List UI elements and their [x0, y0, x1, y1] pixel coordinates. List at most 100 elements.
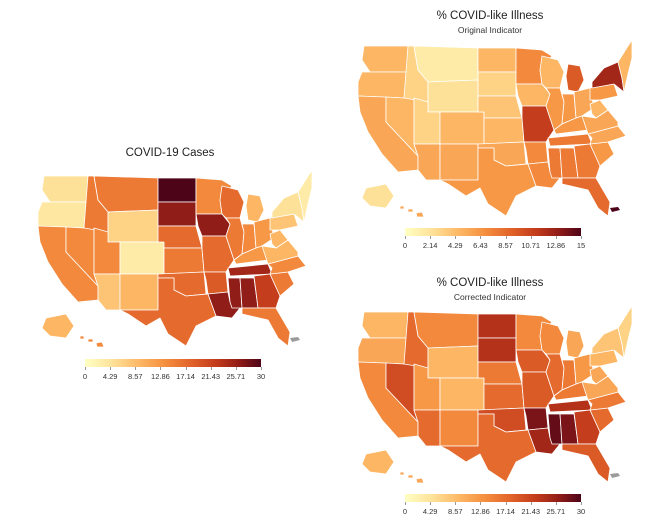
us-choropleth-map	[357, 39, 633, 218]
state-region-mi	[565, 329, 585, 359]
legend-color-bar	[405, 494, 581, 502]
state-region-mi	[245, 193, 265, 223]
state-region-ks	[163, 247, 205, 275]
state-region-ar	[203, 271, 229, 295]
state-region-wy	[427, 79, 479, 113]
state-region-mt	[413, 311, 479, 349]
state-region-wv	[589, 365, 609, 385]
legend-tick-label: 4.29	[102, 372, 118, 381]
state-region-wa	[361, 311, 409, 339]
legend-tick-label: 15	[576, 241, 586, 250]
us-choropleth-map	[357, 305, 633, 484]
legend-tick-label: 8.57	[498, 241, 513, 250]
legend-tick-mark	[430, 502, 432, 505]
territory-region-pr	[610, 207, 620, 212]
state-region-wi	[539, 55, 565, 89]
state-region-nm	[439, 409, 479, 447]
legend-tick-mark	[555, 502, 557, 505]
state-region-co	[439, 111, 485, 145]
state-region-or	[357, 71, 409, 99]
state-region-az	[93, 273, 121, 311]
legend-color-bar	[85, 359, 261, 367]
state-region-co	[439, 377, 485, 411]
legend-tick-mark	[110, 367, 112, 370]
state-region-oh	[253, 217, 275, 249]
legend-tick-label: 17.14	[176, 372, 195, 381]
state-region-ak	[361, 183, 395, 209]
legend-tick-label: 10.71	[521, 241, 541, 250]
legend: 0 4.29 8.57 12.86 17.14 21.43 25.71 30	[403, 494, 585, 518]
state-region-sd	[477, 71, 517, 97]
state-region-ms	[547, 147, 563, 179]
state-region-nd	[477, 47, 517, 73]
legend-tick-mark	[235, 367, 237, 370]
legend-tick-mark	[555, 236, 557, 239]
state-region-hi	[399, 205, 425, 218]
state-region-az	[413, 143, 441, 181]
legend-color-bar	[405, 228, 581, 236]
state-region-wy	[107, 209, 159, 243]
legend-tick-mark	[455, 236, 457, 239]
territory-region-pr	[610, 473, 620, 478]
state-region-ne	[157, 225, 203, 249]
legend: 0 4.29 8.57 12.86 17.14 21.43 25.71 30	[82, 359, 265, 383]
state-region-ne	[477, 361, 523, 385]
state-region-wy	[427, 345, 479, 379]
legend-tick-label: 8.57	[447, 507, 463, 516]
state-region-nm	[439, 143, 479, 181]
legend-tick-mark	[185, 367, 187, 370]
territory-region-pr	[290, 337, 300, 342]
legend-tick-mark	[581, 236, 582, 239]
state-region-hi	[79, 335, 105, 348]
legend-tick-mark	[530, 502, 532, 505]
legend-tick-label: 2.14	[422, 241, 438, 250]
legend-tick-mark	[405, 236, 406, 239]
legend-tick-label: 0	[402, 241, 408, 250]
state-region-ne-region	[297, 169, 313, 223]
legend-tick-mark	[505, 236, 507, 239]
state-region-or	[357, 337, 409, 365]
legend-tick-label: 0	[82, 372, 88, 381]
legend-tick-label: 4.29	[447, 241, 463, 250]
legend-tick-mark	[480, 502, 482, 505]
state-region-ak	[361, 449, 395, 475]
legend-tick-label: 12.86	[546, 241, 566, 250]
state-region-ak	[41, 313, 75, 339]
legend-tick-label: 25.71	[226, 372, 246, 381]
map-subtitle: Corrected Indicator	[453, 292, 527, 302]
legend-tick-mark	[210, 367, 212, 370]
state-region-fl	[561, 443, 611, 483]
legend-tick-label: 17.14	[496, 507, 515, 516]
state-region-ks	[483, 383, 525, 411]
state-region-wv	[589, 99, 609, 119]
map-title: % COVID-like Illness	[436, 10, 544, 22]
state-region-wa	[41, 175, 89, 203]
state-region-fl	[561, 177, 611, 217]
legend-tick-mark	[455, 502, 457, 505]
legend-tick-mark	[85, 367, 86, 370]
state-region-nd	[477, 313, 517, 339]
legend-tick-label: 12.86	[471, 507, 490, 516]
state-region-ms	[547, 413, 563, 445]
legend-tick-label: 4.29	[422, 507, 438, 516]
legend: 0 2.14 4.29 6.43 8.57 10.71 12.86 15	[402, 228, 585, 252]
state-region-sd	[477, 337, 517, 363]
state-region-ne-region	[617, 39, 633, 93]
state-region-sd	[157, 201, 197, 227]
legend-tick-label: 6.43	[473, 241, 488, 250]
legend-tick-mark	[160, 367, 162, 370]
state-region-fl	[241, 307, 291, 347]
state-region-mt	[93, 175, 159, 213]
legend-tick-label: 25.71	[546, 507, 566, 516]
legend-tick-mark	[430, 236, 432, 239]
legend-tick-mark	[505, 502, 507, 505]
legend-tick-mark	[581, 502, 582, 505]
map-subtitle: Original Indicator	[457, 25, 523, 35]
state-region-nd	[157, 177, 197, 203]
state-region-ks	[483, 117, 525, 145]
state-region-wi	[539, 321, 565, 355]
state-region-hi	[399, 471, 425, 484]
legend-tick-mark	[261, 367, 262, 370]
state-region-nm	[119, 273, 159, 311]
state-region-mi	[565, 63, 585, 93]
